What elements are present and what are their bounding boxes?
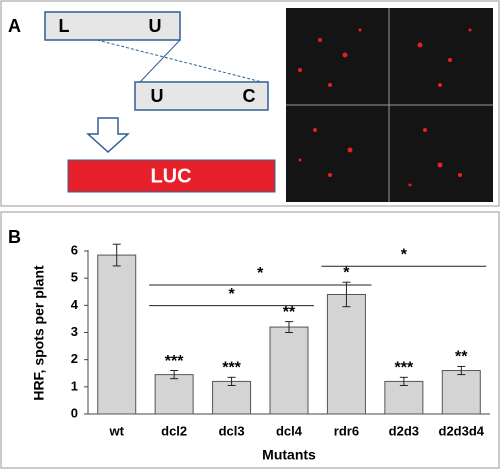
bar [269,326,309,415]
comparison-label: * [401,246,408,263]
construct-text: L [59,16,70,36]
spots [298,28,472,187]
y-axis-title: HRF, spots per plant [31,265,47,401]
error-bar [399,376,408,386]
bar [154,374,194,415]
x-tick-label: d2d3d4 [439,423,485,438]
y-tick-label: 3 [71,324,78,339]
significance-label: * [343,264,350,281]
error-bar [227,376,236,386]
x-tick-label: wt [108,423,124,438]
construct-box [134,81,269,111]
construct-box [44,11,181,41]
bar [97,254,137,415]
construct-text: U [151,86,164,106]
significance-label: ** [283,304,296,321]
x-tick-label: rdr6 [334,423,359,438]
luc-bar [67,159,276,193]
recombination-line [139,39,181,83]
x-tick-label: dcl2 [161,423,187,438]
error-bar [457,365,466,376]
significance-label: *** [165,353,184,370]
construct-text: C [243,86,256,106]
error-bar [285,321,293,333]
arrow [86,117,130,154]
bar [326,293,366,415]
recombination-line [96,39,263,83]
comparison-label: * [228,286,235,303]
x-tick-label: d2d3 [389,423,419,438]
comparison-label: * [257,265,264,282]
error-bar [342,281,351,308]
panel-a-frame [0,0,500,207]
construct-text: U [149,16,162,36]
bar [441,370,481,415]
y-tick-label: 4 [71,297,79,312]
error-bar [170,370,179,380]
y-tick-label: 2 [71,351,78,366]
panel-label: A [8,16,21,36]
significance-label: *** [395,360,414,377]
error-bar [112,243,121,267]
x-tick-label: dcl4 [276,423,303,438]
significance-label: ** [455,349,468,366]
x-axis-title: Mutants [262,447,316,463]
significance-label: *** [222,360,241,377]
y-tick-label: 6 [71,242,78,257]
panel-b-frame [0,211,500,469]
x-tick-label: dcl3 [219,423,245,438]
y-tick-label: 1 [71,378,78,393]
micrographs [286,8,493,202]
y-tick-label: 0 [71,405,78,420]
bar [384,380,424,415]
luc-text: LUC [150,165,191,187]
panel-label: B [8,227,21,247]
y-tick-label: 5 [71,270,78,285]
bar [212,380,252,415]
